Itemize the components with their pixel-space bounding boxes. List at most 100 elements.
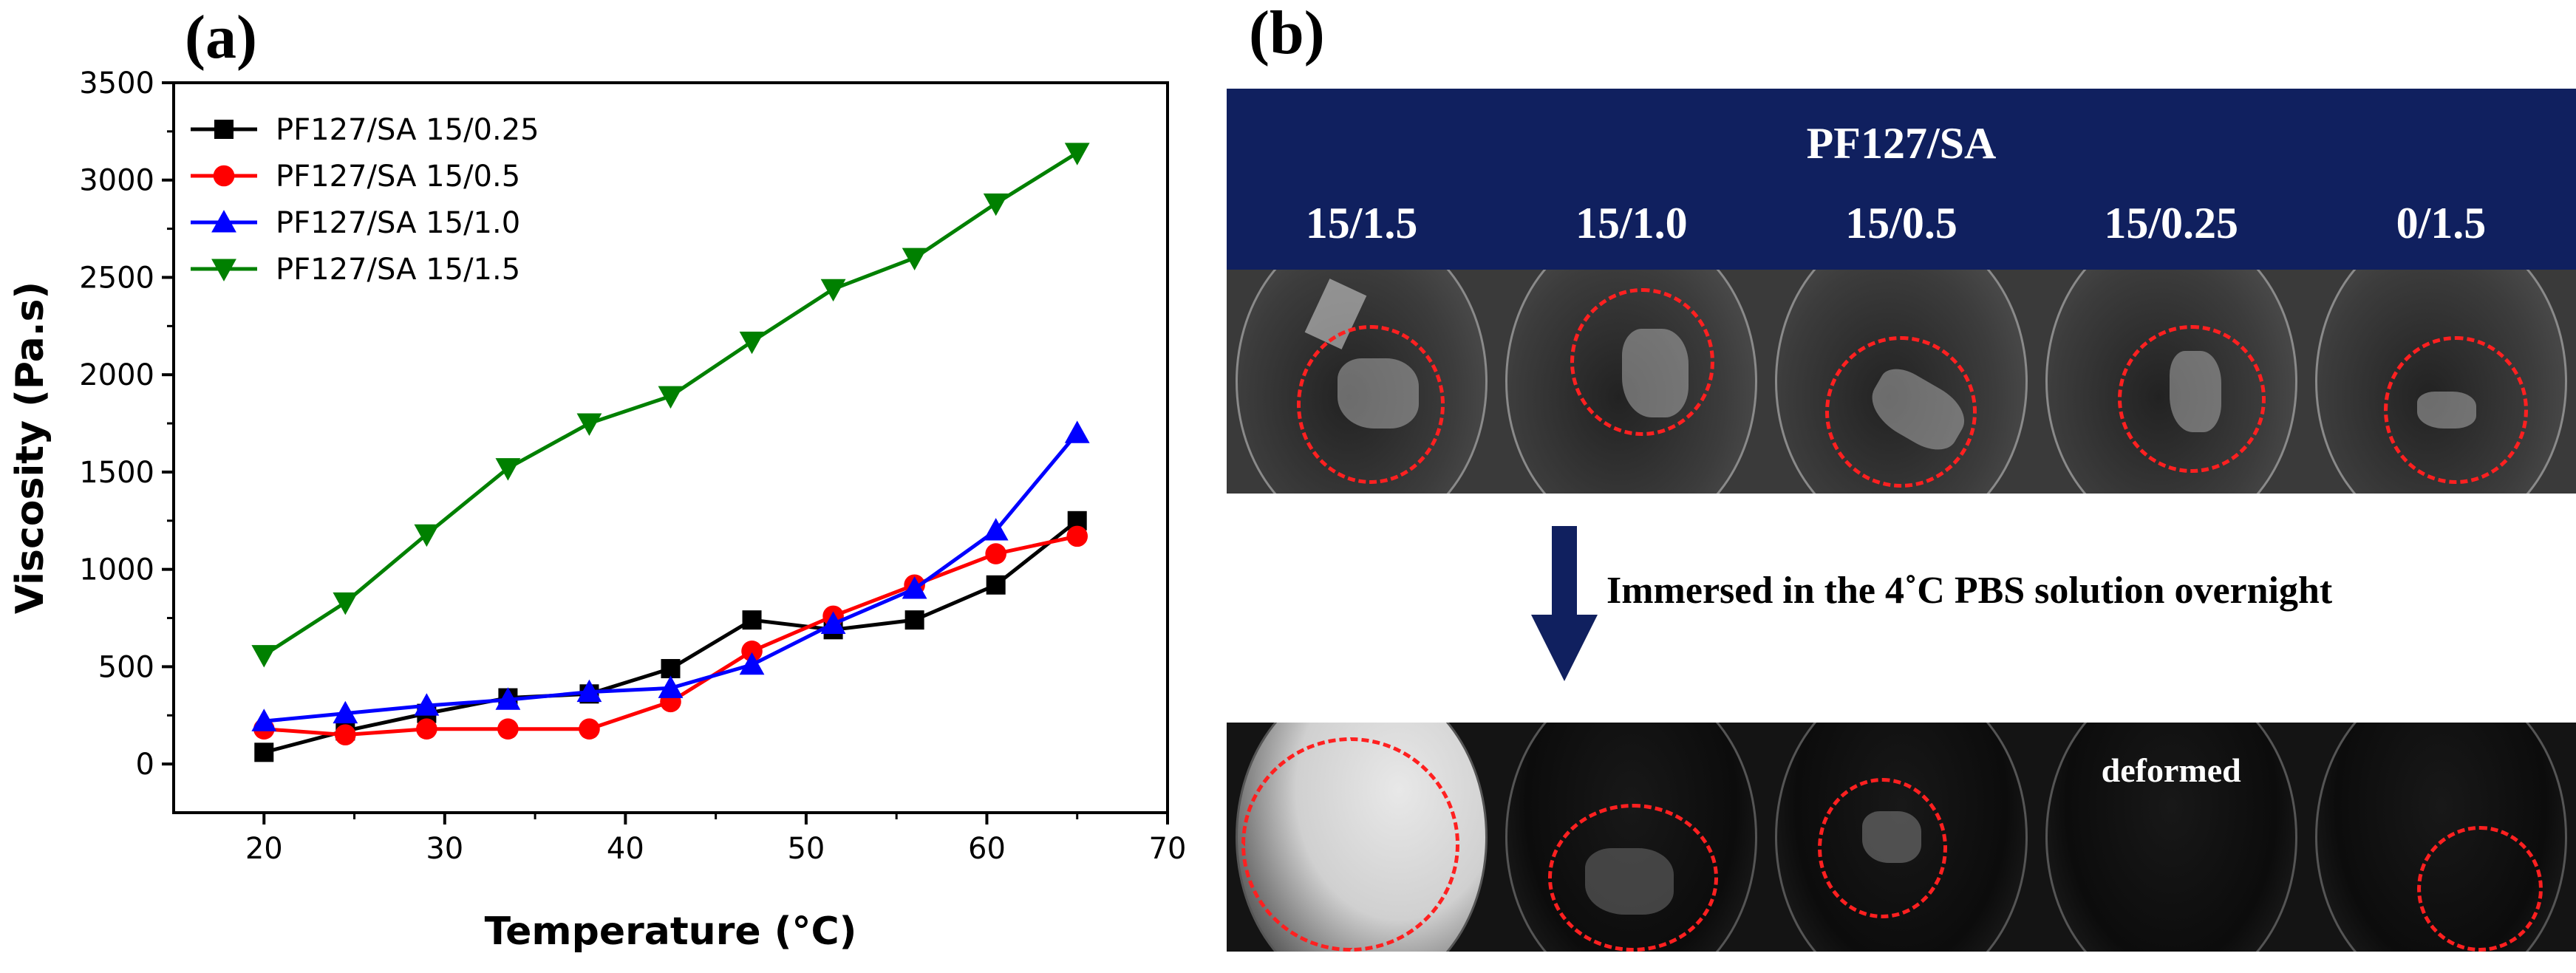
column-label: 15/1.5 <box>1305 199 1418 247</box>
well-photo <box>1496 270 1766 494</box>
legend-marker <box>213 165 235 187</box>
data-point <box>416 718 437 740</box>
data-point <box>983 518 1009 541</box>
well-photo <box>1496 723 1766 952</box>
header-title: PF127/SA <box>1806 119 1997 168</box>
well-photo: deformed <box>2037 723 2306 952</box>
gel-marker-circle <box>1241 737 1459 952</box>
legend-marker <box>214 120 234 139</box>
x-tick-label: 50 <box>787 832 825 866</box>
data-point <box>1064 420 1090 443</box>
data-point <box>658 386 684 409</box>
y-tick-label: 2500 <box>79 261 154 295</box>
data-point <box>820 279 846 302</box>
series-1 <box>253 525 1088 745</box>
data-point <box>1064 143 1090 165</box>
column-labels: 15/1.5 15/1.0 15/0.5 15/0.25 0/1.5 <box>1227 198 2576 249</box>
column-label: 0/1.5 <box>2396 199 2487 247</box>
panel-b-photo-figure: (b) PF127/SA 15/1.5 15/1.0 15/0.5 15/0.2… <box>1227 0 2576 973</box>
arrow-down-icon <box>1531 526 1598 681</box>
y-tick-label: 2000 <box>79 358 154 392</box>
data-point <box>820 611 846 634</box>
y-axis-title: Viscosity (Pa.s) <box>8 281 52 614</box>
data-point <box>333 592 358 615</box>
legend-label: PF127/SA 15/1.0 <box>276 206 520 240</box>
x-tick-label: 20 <box>245 832 283 866</box>
y-tick-label: 3500 <box>79 66 154 100</box>
y-tick-label: 1500 <box>79 456 154 490</box>
panel-a-label: (a) <box>185 3 257 72</box>
well-photo <box>1766 270 2036 494</box>
column-label: 15/0.25 <box>2104 199 2239 247</box>
legend-label: PF127/SA 15/0.5 <box>276 160 520 194</box>
series-line <box>263 519 1079 754</box>
x-tick-label: 40 <box>607 832 644 866</box>
plot-frame <box>172 81 1169 814</box>
data-point <box>414 524 440 547</box>
well-photo <box>1227 270 1496 494</box>
data-point <box>497 718 519 740</box>
legend-entry: PF127/SA 15/1.0 <box>191 206 520 240</box>
data-point <box>495 458 521 481</box>
data-point <box>742 610 762 630</box>
series-0 <box>254 511 1087 762</box>
series-3 <box>251 143 1090 668</box>
x-tick-label: 60 <box>968 832 1006 866</box>
well-photo <box>2306 270 2576 494</box>
after-photo-row: deformed <box>1227 723 2576 952</box>
gel-marker-circle <box>2416 826 2543 952</box>
legend-entry: PF127/SA 15/0.25 <box>191 113 539 147</box>
y-tick-label: 3000 <box>79 164 154 198</box>
deformed-label: deformed <box>2101 751 2241 789</box>
panel-b-label: (b) <box>1249 0 1325 67</box>
data-point <box>986 575 1006 595</box>
data-point <box>251 709 277 731</box>
well-photo <box>2037 270 2306 494</box>
y-tick-label: 1000 <box>79 553 154 587</box>
data-point <box>333 700 358 724</box>
data-point <box>661 659 681 679</box>
data-point <box>251 645 277 668</box>
gel-marker-circle <box>1825 336 1977 488</box>
data-point <box>741 641 763 662</box>
data-point <box>414 693 440 716</box>
x-tick-label: 30 <box>426 832 463 866</box>
data-point <box>902 247 927 271</box>
gel-marker-circle <box>1297 325 1445 484</box>
data-point <box>739 652 765 675</box>
data-point <box>658 675 684 698</box>
data-point <box>985 543 1006 564</box>
viscosity-chart: (a) 20 30 40 50 60 70 0 500 1000 1500 2000 2500 3000… <box>8 3 1187 954</box>
legend-entry: PF127/SA 15/0.5 <box>191 160 520 194</box>
legend-label: PF127/SA 15/0.25 <box>276 113 539 147</box>
gel-marker-circle <box>1548 804 1719 952</box>
data-point <box>739 331 765 355</box>
x-tick-label: 70 <box>1149 832 1187 866</box>
data-point <box>1066 525 1088 547</box>
data-point <box>576 679 602 703</box>
gel-marker-circle <box>1570 288 1715 436</box>
gel-marker-circle <box>2117 325 2266 473</box>
data-point <box>576 413 602 436</box>
arrow-caption: Immersed in the 4˚C PBS solution overnig… <box>1606 570 2333 612</box>
before-photo-row <box>1227 270 2576 494</box>
data-point <box>579 718 600 740</box>
y-tick-label: 0 <box>136 748 154 782</box>
legend-entry: PF127/SA 15/1.5 <box>191 253 520 287</box>
column-label: 15/1.0 <box>1575 199 1688 247</box>
legend-label: PF127/SA 15/1.5 <box>276 253 520 287</box>
data-point <box>983 193 1009 216</box>
well-photo <box>2306 723 2576 952</box>
data-point <box>495 687 521 710</box>
data-point <box>904 610 924 630</box>
y-tick-label: 500 <box>98 650 154 684</box>
x-axis-title: Temperature (°C) <box>485 909 857 954</box>
series-2 <box>251 420 1090 731</box>
legend-marker <box>211 210 236 233</box>
legend-marker <box>211 259 236 281</box>
column-label: 15/0.5 <box>1845 199 1957 247</box>
well-photo <box>1227 723 1496 952</box>
sample-header-band: PF127/SA 15/1.5 15/1.0 15/0.5 15/0.25 0/… <box>1227 89 2576 270</box>
gel-marker-circle <box>2383 336 2528 484</box>
data-point <box>335 724 356 745</box>
